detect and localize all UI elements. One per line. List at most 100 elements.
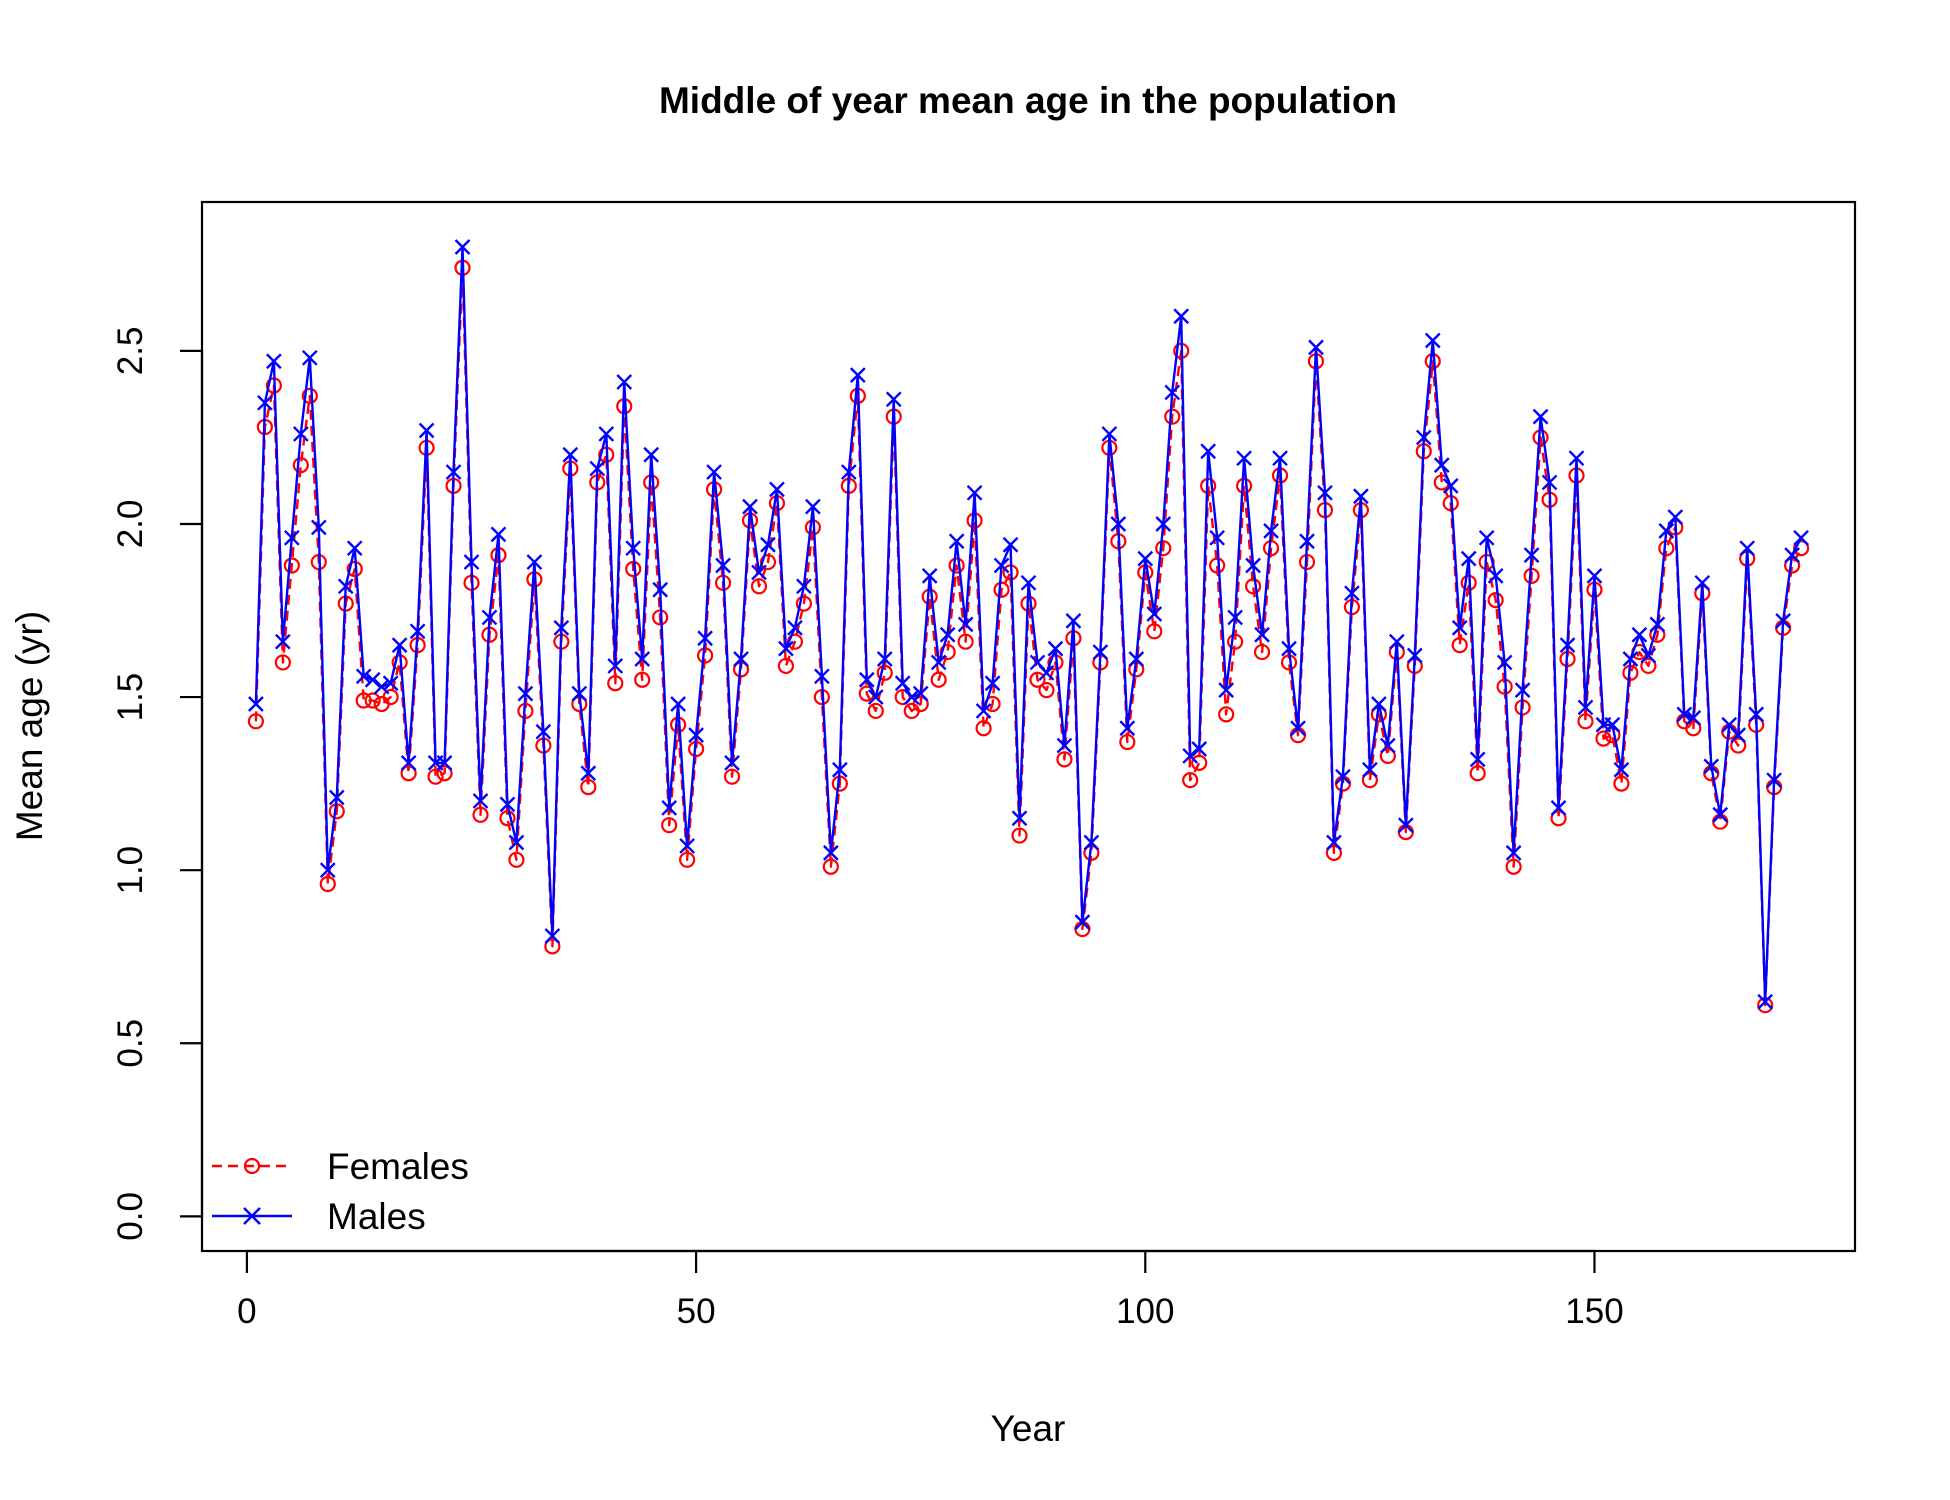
data-point-males <box>697 630 713 647</box>
y-tick-label: 0.5 <box>111 1019 150 1068</box>
y-tick-label: 0.0 <box>111 1192 150 1241</box>
x-tick-label: 0 <box>237 1292 256 1331</box>
data-point-males <box>1155 516 1172 532</box>
data-point-males <box>328 789 345 806</box>
x-axis-label: Year <box>991 1408 1066 1449</box>
data-point-females <box>1792 540 1810 557</box>
data-point-females <box>1119 733 1136 751</box>
data-point-males <box>481 609 498 626</box>
data-point-males <box>382 675 399 692</box>
data-point-females <box>1056 751 1073 768</box>
data-point-males <box>607 658 624 674</box>
data-point-males <box>1299 533 1315 550</box>
data-point-males <box>903 689 920 705</box>
data-point-females <box>948 557 965 574</box>
data-point-females <box>382 688 399 706</box>
data-point-males <box>769 481 785 498</box>
legend-label-males: Males <box>327 1196 426 1237</box>
data-point-males <box>1613 761 1630 778</box>
data-point-females <box>1730 737 1747 754</box>
data-point-males <box>1424 332 1441 349</box>
data-point-males <box>1775 613 1791 629</box>
data-point-females <box>1155 540 1172 557</box>
data-point-males <box>1254 626 1270 643</box>
data-point-males <box>1577 699 1594 716</box>
data-point-males <box>1496 654 1513 671</box>
data-point-females <box>1029 671 1046 688</box>
data-point-males <box>1038 664 1055 681</box>
data-point-males <box>912 685 929 702</box>
data-point-males <box>1739 540 1756 557</box>
data-point-females <box>759 553 777 571</box>
data-point-females <box>930 671 947 688</box>
data-point-females <box>822 858 839 875</box>
data-point-males <box>1128 651 1145 667</box>
data-point-females <box>283 557 300 574</box>
data-point-males <box>508 834 525 851</box>
data-point-males <box>625 540 642 557</box>
data-point-females <box>876 664 893 681</box>
data-point-males <box>724 755 740 771</box>
data-point-females <box>472 806 489 823</box>
legend-label-females: Females <box>327 1146 469 1187</box>
data-point-males <box>948 533 965 550</box>
data-point-males <box>499 796 516 813</box>
data-point-males <box>679 838 695 854</box>
data-point-males <box>1451 619 1468 636</box>
data-point-females <box>1244 578 1262 595</box>
series-females <box>247 259 1810 1014</box>
legend-marker-females <box>243 1157 261 1175</box>
data-point-females <box>319 875 336 893</box>
x-tick-label: 150 <box>1565 1292 1623 1331</box>
data-point-females <box>1613 775 1630 792</box>
data-point-males <box>266 353 282 370</box>
data-point-males <box>643 446 660 463</box>
data-point-females <box>1146 623 1163 640</box>
data-point-males <box>1415 429 1432 446</box>
data-point-males <box>454 239 471 255</box>
data-point-females <box>1595 730 1612 747</box>
data-point-males <box>418 422 435 439</box>
data-point-females <box>364 692 381 709</box>
data-point-males <box>840 464 857 480</box>
data-point-males <box>1388 633 1405 650</box>
data-point-males <box>1101 426 1118 442</box>
data-point-males <box>894 675 911 692</box>
data-point-females <box>247 713 265 730</box>
data-point-males <box>1685 709 1702 726</box>
data-point-females <box>975 720 992 737</box>
data-point-males <box>1146 606 1163 622</box>
data-point-males <box>751 564 767 581</box>
data-point-females <box>1451 637 1468 654</box>
data-point-males <box>1469 751 1486 768</box>
data-point-females <box>912 695 929 713</box>
data-point-females <box>1577 713 1594 730</box>
legend-item-females: Females <box>212 1146 469 1187</box>
data-point-males <box>1505 845 1522 861</box>
data-point-females <box>301 387 318 404</box>
data-point-females <box>795 595 813 612</box>
data-point-males <box>1487 568 1504 584</box>
data-point-males <box>1586 568 1603 584</box>
plot-area-frame <box>200 200 1857 1253</box>
data-point-females <box>355 692 372 709</box>
data-point-males <box>616 374 633 390</box>
data-point-males <box>652 581 669 598</box>
data-point-males <box>1092 644 1109 660</box>
series-layer <box>247 239 1810 1014</box>
data-point-males <box>1667 509 1684 525</box>
data-point-males <box>472 793 489 809</box>
data-point-females <box>1487 592 1504 609</box>
data-point-males <box>1541 474 1558 491</box>
data-point-males <box>1119 720 1136 737</box>
data-point-males <box>1559 637 1576 653</box>
data-point-males <box>706 464 722 480</box>
data-point-males <box>1676 706 1693 723</box>
data-point-males <box>1568 450 1585 467</box>
data-point-males <box>1083 834 1100 851</box>
data-point-males <box>858 671 875 688</box>
data-point-males <box>805 498 821 515</box>
data-point-females <box>750 578 768 595</box>
data-point-males <box>553 619 570 636</box>
